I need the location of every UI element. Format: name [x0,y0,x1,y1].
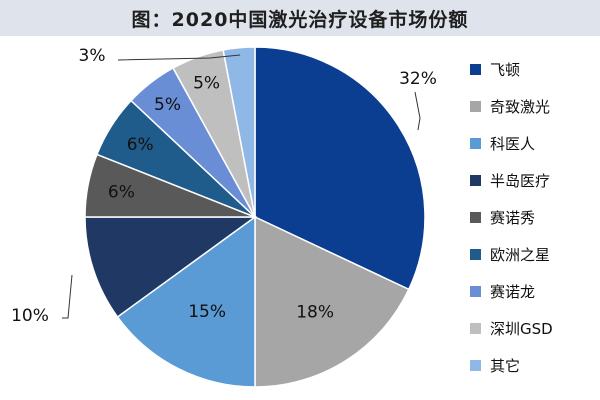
legend-swatch-4 [470,175,481,186]
legend-swatch-1 [470,64,481,75]
pie-slice-2 [254,215,410,388]
slice-value-label-3: 15% [188,302,226,322]
leader-line-9 [117,54,241,61]
legend-swatch-3 [470,138,481,149]
pie-slice-3 [116,215,256,388]
legend-swatch-2 [470,101,481,112]
slice-value-label-4: 10% [11,306,49,326]
slice-value-label-5: 6% [108,183,135,203]
legend-swatch-6 [470,249,481,260]
chart-title-bar: 图：2020中国激光治疗设备市场份额 [0,0,600,36]
pie-slice-9 [222,46,256,218]
legend-label-1: 飞顿 [490,61,520,79]
legend-swatch-7 [470,286,481,297]
legend-label-4: 半岛医疗 [490,172,550,190]
legend-label-3: 科医人 [490,135,535,153]
leader-line-4 [62,274,73,319]
slice-value-label-9: 3% [79,46,106,66]
slice-value-label-8: 5% [193,74,220,94]
pie-slice-1 [254,46,426,291]
slice-value-label-6: 6% [127,135,154,155]
slice-value-label-1: 32% [399,69,437,89]
legend-label-2: 奇致激光 [490,98,550,116]
legend-label-8: 深圳GSD [490,320,553,338]
legend-swatch-9 [470,360,481,371]
legend-swatch-5 [470,212,481,223]
legend-label-7: 赛诺龙 [490,283,535,301]
chart-title: 图：2020中国激光治疗设备市场份额 [131,8,469,31]
pie-slice-4 [84,216,258,318]
leader-line-1 [414,91,421,131]
legend-label-9: 其它 [490,357,520,375]
legend-label-5: 赛诺秀 [490,209,535,227]
legend-swatch-8 [470,323,481,334]
slice-value-label-7: 5% [154,95,181,115]
slice-value-label-2: 18% [296,303,334,323]
legend-label-6: 欧洲之星 [490,246,550,264]
